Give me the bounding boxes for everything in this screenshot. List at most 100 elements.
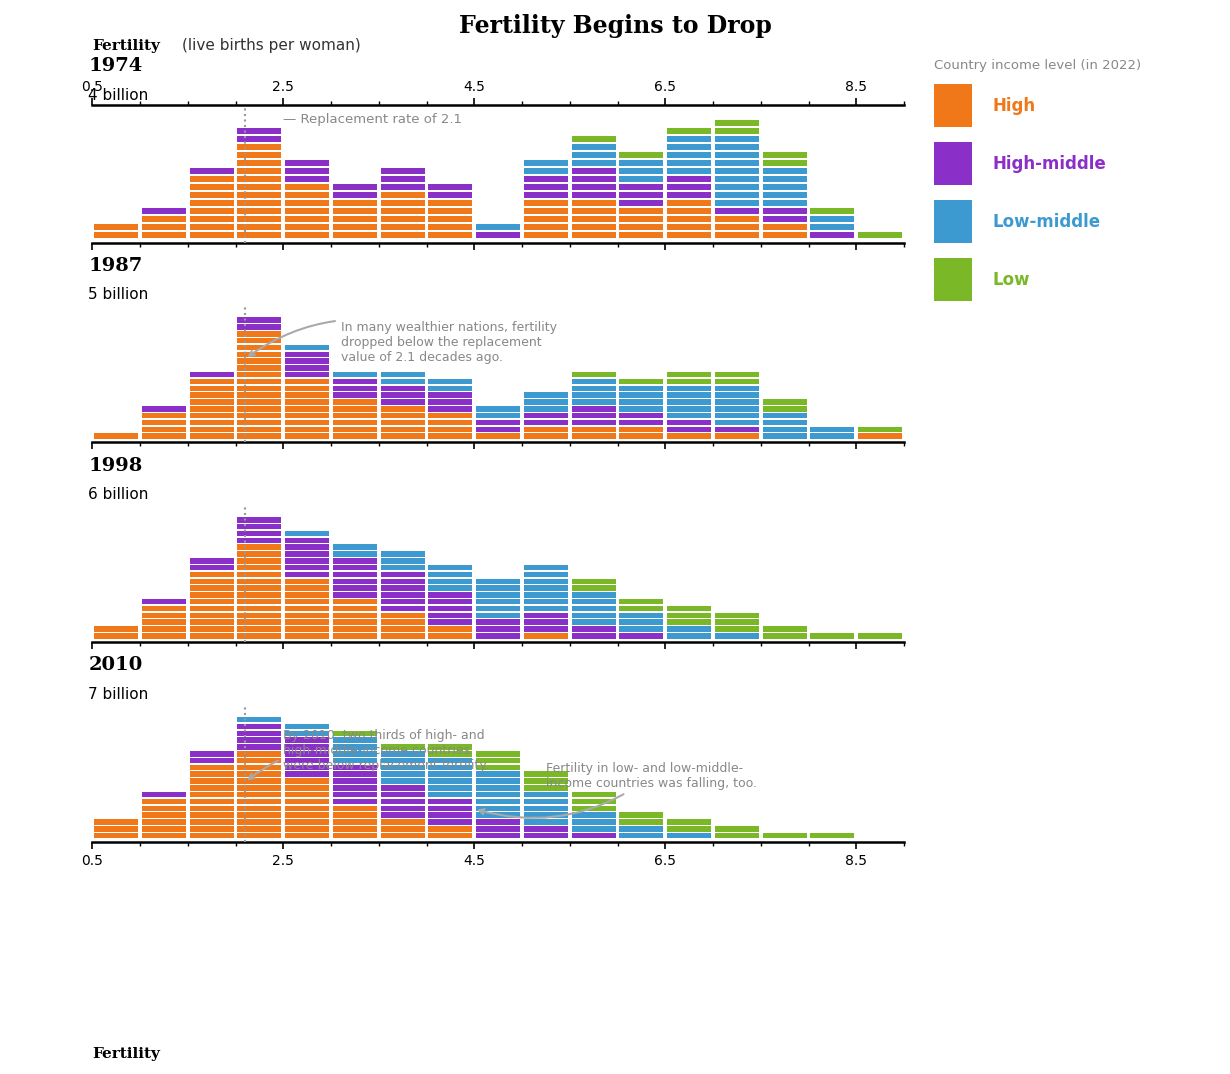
Bar [524,176,568,183]
Bar [667,406,711,411]
Bar [141,620,186,625]
Bar [572,433,616,439]
Bar [428,192,472,199]
Bar [189,232,234,238]
Bar [715,160,759,166]
Bar [285,538,330,543]
Bar [95,832,138,839]
Bar [380,433,424,439]
Bar [141,232,186,238]
Bar [189,558,234,564]
Bar [667,620,711,625]
Bar [572,832,616,839]
Bar [476,579,520,584]
Bar [811,224,855,231]
Bar [237,224,282,231]
Bar [189,758,234,764]
Bar [428,386,472,391]
Bar [333,379,376,384]
Bar [237,518,282,523]
Bar [715,135,759,142]
Bar [141,224,186,231]
Bar [476,433,520,439]
Bar [237,751,282,756]
Bar [237,545,282,550]
Bar [428,400,472,405]
Bar [476,799,520,804]
Bar [285,216,330,222]
Bar [476,426,520,432]
Bar [476,232,520,238]
Bar [428,224,472,231]
Bar [380,799,424,804]
Bar [285,386,330,391]
Text: 1987: 1987 [89,257,143,275]
Bar [620,812,663,818]
Bar [811,832,855,839]
Bar [285,433,330,439]
Bar [380,606,424,611]
Bar [476,792,520,797]
Bar [667,832,711,839]
Bar [715,151,759,158]
Text: Country income level (in 2022): Country income level (in 2022) [935,59,1141,72]
Bar [667,128,711,134]
Bar [380,392,424,397]
Bar [285,232,330,238]
Bar [141,832,186,839]
Bar [380,208,424,215]
Bar [285,765,330,770]
Bar [237,579,282,584]
Bar [524,232,568,238]
Bar [380,626,424,632]
Bar [524,216,568,222]
Bar [667,606,711,611]
Bar [237,216,282,222]
Bar [935,201,972,243]
Bar [333,812,376,818]
Bar [620,412,663,419]
Bar [428,412,472,419]
Bar [620,626,663,632]
Bar [524,192,568,199]
Bar [333,806,376,811]
Bar [285,359,330,364]
Bar [476,812,520,818]
Bar [380,765,424,770]
Bar [715,232,759,238]
Bar [285,606,330,611]
Bar [476,612,520,619]
Bar [763,208,807,215]
Bar [285,406,330,411]
Bar [237,585,282,591]
Bar [476,779,520,784]
Bar [380,412,424,419]
Bar [189,400,234,405]
Bar [333,592,376,597]
Bar [189,372,234,377]
Bar [572,585,616,591]
Bar [141,819,186,825]
Bar [189,792,234,797]
Bar [620,160,663,166]
Bar [333,771,376,777]
Bar [572,612,616,619]
Bar [476,585,520,591]
Text: High-middle: High-middle [993,155,1106,173]
Bar [380,420,424,425]
Bar [380,620,424,625]
Bar [715,192,759,199]
Bar [237,612,282,619]
Bar [935,85,972,127]
Bar [237,832,282,839]
Bar [572,620,616,625]
Bar [811,433,855,439]
Bar [667,232,711,238]
Bar [189,771,234,777]
Bar [333,606,376,611]
Bar [620,168,663,174]
Bar [572,792,616,797]
Bar [859,426,902,432]
Bar [380,551,424,556]
Bar [333,224,376,231]
